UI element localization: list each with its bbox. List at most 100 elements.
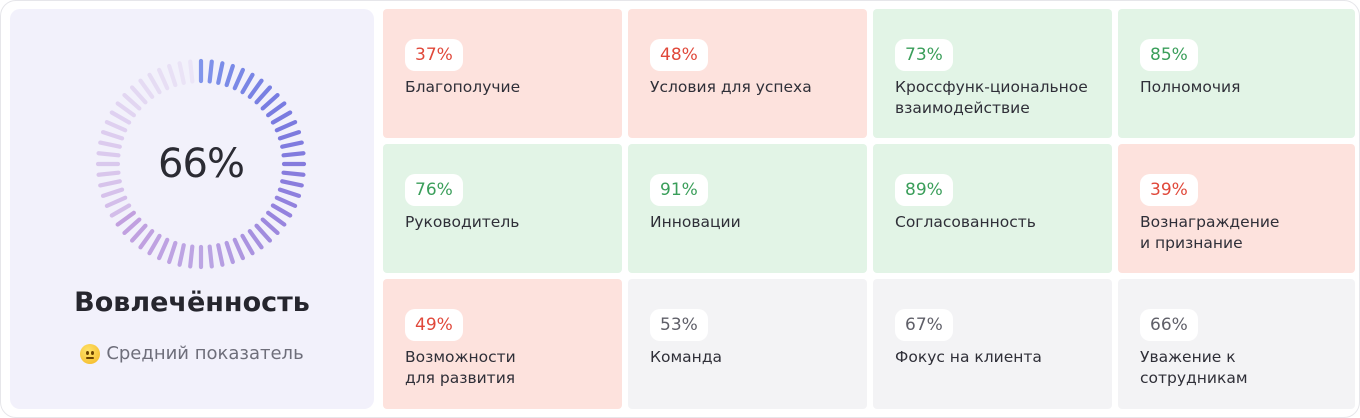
ring-tick	[188, 244, 195, 269]
engagement-status-label: Средний показатель	[106, 343, 304, 364]
ring-tick	[122, 92, 142, 111]
engagement-ring: 66%	[94, 57, 308, 271]
ring-tick	[129, 85, 148, 105]
metric-tile[interactable]: 85% Полномочия	[1118, 9, 1355, 138]
ring-tick	[100, 130, 125, 141]
ring-tick	[280, 140, 304, 149]
ring-tick	[254, 223, 273, 243]
metric-tile[interactable]: 39% Вознаграждение и признание	[1118, 144, 1355, 273]
ring-tick	[270, 110, 293, 125]
ring-tick	[260, 92, 280, 111]
metric-tile[interactable]: 91% Инновации	[628, 144, 867, 273]
metric-value: 67%	[895, 309, 953, 341]
ring-tick	[147, 233, 162, 256]
ring-tick	[247, 229, 264, 250]
metric-label: Вознаграждение и признание	[1140, 213, 1280, 252]
metric-label: Возможности для развития	[405, 348, 516, 387]
ring-tick	[177, 243, 186, 267]
ring-tick	[109, 203, 132, 218]
metric-label: Условия для успеха	[650, 78, 812, 96]
metric-label: Фокус на клиента	[895, 348, 1042, 366]
ring-tick	[167, 240, 178, 265]
ring-tick	[254, 85, 273, 105]
metric-value: 89%	[895, 174, 953, 206]
ring-tick	[157, 237, 170, 261]
metric-tile[interactable]: 53% Команда	[628, 279, 867, 409]
engagement-ring-chart	[95, 58, 307, 270]
ring-tick	[274, 120, 298, 133]
metric-value: 39%	[1140, 174, 1198, 206]
engagement-summary-card: 66% Вовлечённость Средний показатель	[10, 9, 374, 409]
ring-tick	[207, 244, 214, 269]
ring-tick	[216, 243, 225, 267]
ring-tick	[260, 217, 280, 236]
ring-tick	[232, 237, 245, 261]
metric-value: 49%	[405, 309, 463, 341]
metric-tile[interactable]: 89% Согласованность	[873, 144, 1112, 273]
metric-tile[interactable]: 67% Фокус на клиента	[873, 279, 1112, 409]
metric-value: 91%	[650, 174, 708, 206]
metric-tile[interactable]: 76% Руководитель	[383, 144, 622, 273]
metric-label: Кроссфунк-циональное взаимодействие	[895, 78, 1088, 117]
ring-tick	[277, 130, 302, 141]
ring-tick	[216, 61, 225, 85]
ring-tick	[157, 67, 170, 91]
ring-tick	[138, 78, 155, 99]
metric-label: Согласованность	[895, 213, 1036, 231]
ring-tick	[247, 78, 264, 99]
metric-label: Инновации	[650, 213, 741, 231]
ring-tick	[280, 179, 304, 188]
metric-value: 53%	[650, 309, 708, 341]
ring-tick	[224, 63, 235, 88]
ring-tick	[167, 63, 178, 88]
ring-tick	[232, 67, 245, 91]
ring-tick	[104, 195, 128, 208]
metric-label: Руководитель	[405, 213, 520, 231]
ring-tick	[188, 59, 195, 84]
metric-label: Полномочия	[1140, 78, 1241, 96]
metric-tile[interactable]: 49% Возможности для развития	[383, 279, 622, 409]
ring-tick	[270, 203, 293, 218]
metric-label: Благополучие	[405, 78, 521, 96]
ring-tick	[115, 101, 136, 118]
ring-tick	[98, 140, 122, 149]
metric-tile[interactable]: 73% Кроссфунк-циональное взаимодействие	[873, 9, 1112, 138]
metric-tile[interactable]: 48% Условия для успеха	[628, 9, 867, 138]
metric-tile[interactable]: 37% Благополучие	[383, 9, 622, 138]
neutral-face-icon	[80, 343, 101, 364]
engagement-value: 66%	[158, 141, 245, 187]
ring-tick	[266, 101, 287, 118]
metric-value: 48%	[650, 39, 708, 71]
metric-tile[interactable]: 66% Уважение к сотрудникам	[1118, 279, 1355, 409]
ring-tick	[240, 233, 255, 256]
ring-tick	[109, 110, 132, 125]
ring-tick	[98, 179, 122, 188]
metric-value: 76%	[405, 174, 463, 206]
ring-tick	[281, 151, 306, 158]
ring-tick	[240, 72, 255, 95]
metric-value: 73%	[895, 39, 953, 71]
ring-tick	[177, 61, 186, 85]
ring-tick	[207, 59, 214, 84]
ring-tick	[104, 120, 128, 133]
ring-tick	[129, 223, 148, 243]
ring-tick	[96, 170, 121, 177]
metric-label: Уважение к сотрудникам	[1140, 348, 1248, 387]
ring-tick	[281, 170, 306, 177]
ring-tick	[224, 240, 235, 265]
engagement-status: Средний показатель	[10, 343, 374, 364]
metrics-grid: 37% Благополучие 48% Условия для успеха 73…	[383, 9, 1355, 409]
ring-tick	[266, 210, 287, 227]
metric-value: 85%	[1140, 39, 1198, 71]
metric-value: 66%	[1140, 309, 1198, 341]
ring-tick	[274, 195, 298, 208]
ring-tick	[96, 151, 121, 158]
ring-tick	[147, 72, 162, 95]
metric-label: Команда	[650, 348, 723, 366]
ring-tick	[115, 210, 136, 227]
ring-tick	[122, 217, 142, 236]
ring-tick	[277, 187, 302, 198]
ring-tick	[100, 187, 125, 198]
ring-tick	[138, 229, 155, 250]
